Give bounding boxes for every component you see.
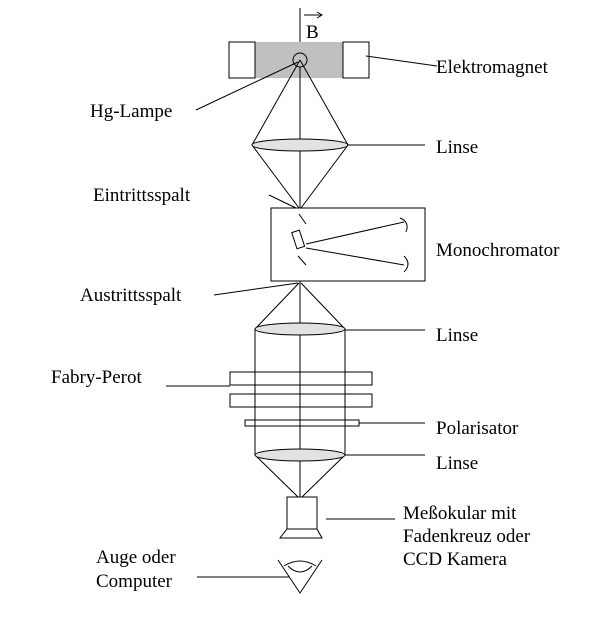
- monochromator-box: [270, 207, 426, 282]
- label-linse-3: Linse: [436, 453, 478, 474]
- vector-arrow-head: [316, 11, 323, 19]
- label-messokular-line-2: Fadenkreuz oder: [403, 526, 531, 547]
- magnet-gap: [255, 42, 343, 78]
- entrance-slit-mark: [298, 213, 307, 225]
- label-messokular-line-3: CCD Kamera: [403, 549, 508, 570]
- exit-slit-mark: [297, 255, 307, 266]
- label-auge-line-1: Auge oder: [96, 547, 176, 568]
- label-linse-2: Linse: [436, 325, 478, 346]
- label-linse-1: Linse: [436, 137, 478, 158]
- label-polarisator: Polarisator: [436, 418, 519, 439]
- fabry-perot-plate-1: [229, 371, 373, 386]
- eyepiece-base: [278, 528, 323, 539]
- light-path-2: [254, 281, 346, 498]
- monochromator: [270, 207, 426, 282]
- label-fabry-perot: Fabry-Perot: [51, 367, 142, 388]
- messokular: [278, 496, 323, 539]
- grating-element: [291, 229, 306, 250]
- leader-lines: [166, 55, 438, 578]
- label-elektromagnet: Elektromagnet: [436, 57, 549, 78]
- eyepiece-tube: [286, 496, 318, 530]
- lens-3: [254, 448, 346, 462]
- magnet-pole-right: [342, 41, 370, 79]
- polarisator-plate: [244, 419, 360, 427]
- fabry-perot-plate-2: [229, 393, 373, 408]
- elektromagnet: [228, 41, 370, 79]
- label-monochromator: Monochromator: [436, 240, 560, 261]
- field-label: B: [306, 22, 319, 43]
- label-auge-line-2: Computer: [96, 571, 173, 592]
- light-path-1: [251, 59, 349, 209]
- label-messokular-line-1: Meßokular mit: [403, 503, 517, 524]
- label-eintrittsspalt: Eintrittsspalt: [93, 185, 191, 206]
- magnet-pole-left: [228, 41, 256, 79]
- label-hg-lampe: Hg-Lampe: [90, 101, 172, 122]
- mirror-upper: [399, 217, 408, 233]
- lens-1: [251, 138, 349, 152]
- lens-2: [254, 322, 346, 336]
- mirror-lower: [403, 255, 409, 273]
- label-austrittsspalt: Austrittsspalt: [80, 285, 182, 306]
- eye-icon: [277, 559, 323, 594]
